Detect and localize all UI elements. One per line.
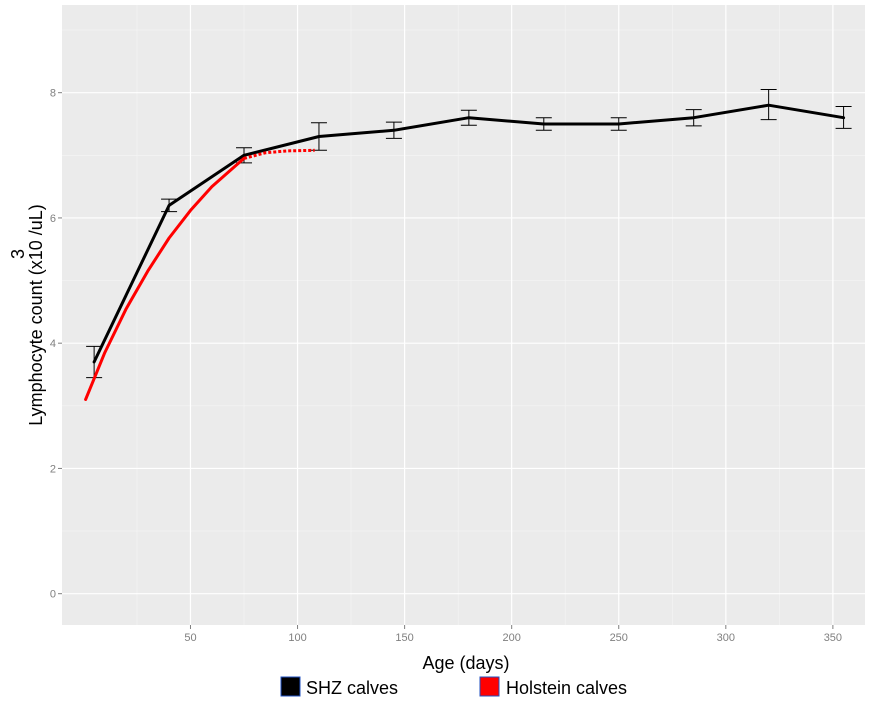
x-tick-label: 150 xyxy=(395,632,413,644)
holstein-calves-line-dotted xyxy=(243,148,315,160)
x-tick-label: 300 xyxy=(717,632,735,644)
y-tick-label: 4 xyxy=(50,338,56,350)
plot-panel xyxy=(62,5,865,625)
y-tick-label: 2 xyxy=(50,463,56,475)
legend-key-holstein xyxy=(479,676,500,697)
grid xyxy=(62,5,865,625)
y-axis-title: Lymphocyte count (x10 /uL) 3 xyxy=(8,204,46,425)
y-axis-title-main: Lymphocyte count (x10 /uL) xyxy=(26,204,46,425)
series-lines xyxy=(84,103,846,401)
y-tick-label: 8 xyxy=(50,88,56,100)
legend-label-shz: SHZ calves xyxy=(306,678,398,698)
legend: SHZ calves Holstein calves xyxy=(280,676,627,698)
y-tick-labels: 0 2 4 6 8 xyxy=(50,88,62,601)
legend-key-shz xyxy=(280,676,301,697)
x-tick-label: 200 xyxy=(503,632,521,644)
x-tick-label: 100 xyxy=(288,632,306,644)
y-axis-title-superscript: 3 xyxy=(8,249,28,259)
x-tick-labels: 50 100 150 200 250 300 350 xyxy=(184,625,842,644)
y-tick-label: 6 xyxy=(50,213,56,225)
x-tick-label: 250 xyxy=(610,632,628,644)
legend-label-holstein: Holstein calves xyxy=(506,678,627,698)
holstein-calves-line xyxy=(84,156,246,401)
x-tick-label: 50 xyxy=(184,632,196,644)
x-axis-title: Age (days) xyxy=(422,653,509,673)
y-tick-label: 0 xyxy=(50,589,56,601)
shz-calves-line xyxy=(92,103,846,364)
x-tick-label: 350 xyxy=(824,632,842,644)
